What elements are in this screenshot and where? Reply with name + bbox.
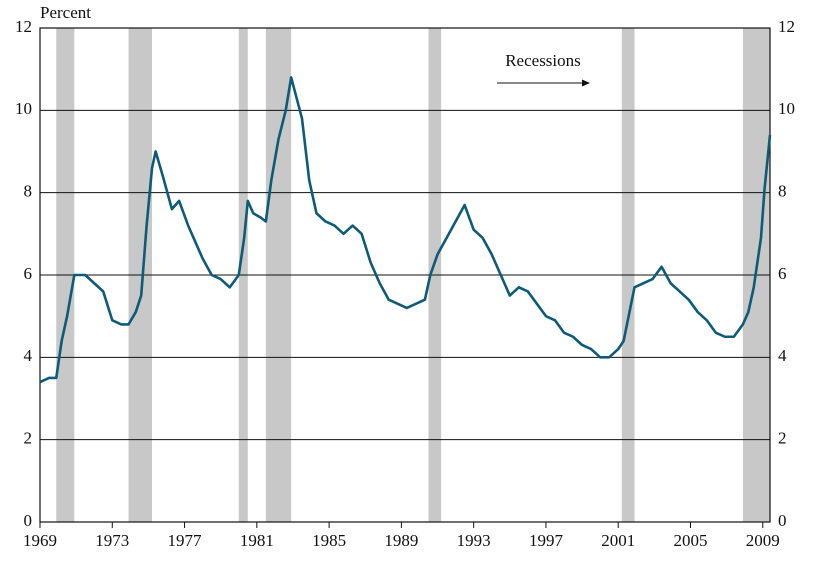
y-tick-label: 6 [24,264,33,283]
x-tick-label: 1985 [312,531,346,550]
y-tick-label: 0 [24,511,33,530]
x-tick-label: 2009 [746,531,780,550]
y-tick-label: 4 [24,346,33,365]
y-tick-label: 12 [15,17,32,36]
y-axis-label: Percent [40,3,91,22]
x-tick-label: 2001 [601,531,635,550]
annotation-arrowhead [582,79,590,87]
y-tick-label: 8 [24,182,33,201]
x-tick-label: 1969 [23,531,57,550]
x-tick-label: 1981 [240,531,274,550]
y2-tick-label: 10 [778,99,795,118]
y2-tick-label: 6 [778,264,787,283]
y-tick-label: 10 [15,99,32,118]
annotation: Recessions [505,51,581,70]
y2-tick-label: 4 [778,346,787,365]
x-tick-label: 1997 [529,531,564,550]
x-tick-label: 1989 [384,531,418,550]
x-tick-label: 1993 [457,531,491,550]
x-tick-label: 2005 [673,531,707,550]
y2-tick-label: 12 [778,17,795,36]
y2-tick-label: 8 [778,182,787,201]
y-tick-label: 2 [24,429,33,448]
x-tick-label: 1977 [168,531,203,550]
y2-tick-label: 2 [778,429,787,448]
line-series [39,76,772,384]
y2-tick-label: 0 [778,511,787,530]
x-tick-label: 1973 [95,531,129,550]
plot-frame [39,27,771,523]
